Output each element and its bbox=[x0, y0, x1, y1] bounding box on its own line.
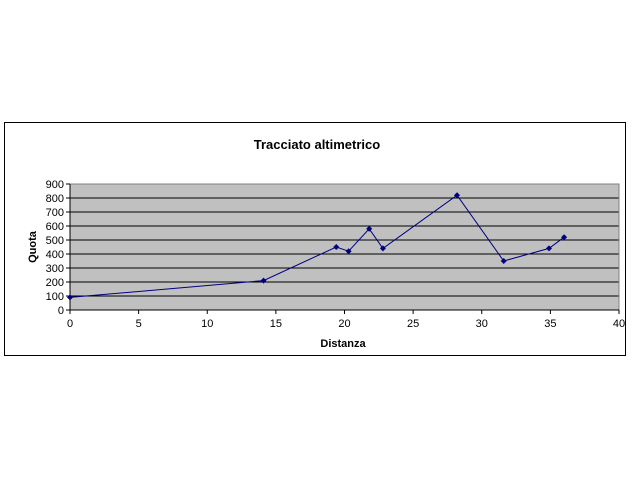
y-tick-label: 0 bbox=[58, 305, 64, 317]
data-point-8 bbox=[546, 245, 553, 252]
y-tick-label: 500 bbox=[46, 235, 64, 247]
y-tick-label: 700 bbox=[46, 207, 64, 219]
data-point-0 bbox=[67, 294, 73, 301]
x-tick-label: 10 bbox=[201, 318, 213, 330]
x-tick-label: 35 bbox=[544, 318, 556, 330]
y-tick-label: 100 bbox=[46, 291, 64, 303]
y-tick-label: 400 bbox=[46, 249, 64, 261]
chart-frame: Tracciato altimetrico 0 100 200 300 400 500 60… bbox=[4, 122, 626, 356]
data-point-4 bbox=[366, 225, 373, 232]
y-axis-title: Quota bbox=[27, 230, 39, 263]
y-tick-label: 300 bbox=[46, 263, 64, 275]
data-point-3 bbox=[345, 248, 352, 255]
data-point-7 bbox=[500, 258, 507, 264]
x-tick-label: 15 bbox=[270, 318, 282, 330]
series-group bbox=[67, 192, 568, 301]
data-point-6 bbox=[454, 192, 461, 199]
chart-title: Tracciato altimetrico bbox=[254, 137, 380, 152]
chart-svg: Tracciato altimetrico 010020030040050060… bbox=[27, 137, 625, 350]
data-point-1 bbox=[260, 277, 267, 284]
plot-area bbox=[70, 184, 619, 310]
y-tick-label: 800 bbox=[46, 193, 64, 205]
x-tick-label: 40 bbox=[613, 318, 625, 330]
y-tick-label: 900 bbox=[46, 179, 64, 191]
x-tick-label: 0 bbox=[67, 318, 73, 330]
x-tick-label: 20 bbox=[338, 318, 350, 330]
data-point-5 bbox=[379, 245, 386, 252]
x-tick-label: 30 bbox=[476, 318, 488, 330]
x-axis-title: Distanza bbox=[320, 338, 366, 350]
series-line bbox=[69, 194, 565, 298]
y-tick-label: 200 bbox=[46, 277, 64, 289]
x-tick-label: 25 bbox=[407, 318, 419, 330]
data-point-2 bbox=[333, 244, 340, 250]
data-point-9 bbox=[561, 234, 568, 241]
x-axis: 0 5 10 15 20 25 30 35 40 bbox=[67, 309, 625, 330]
y-axis: 0 100 200 300 400 500 600 700 800 900 bbox=[46, 179, 71, 317]
x-tick-label: 5 bbox=[136, 318, 142, 330]
y-tick-label: 600 bbox=[46, 221, 64, 233]
